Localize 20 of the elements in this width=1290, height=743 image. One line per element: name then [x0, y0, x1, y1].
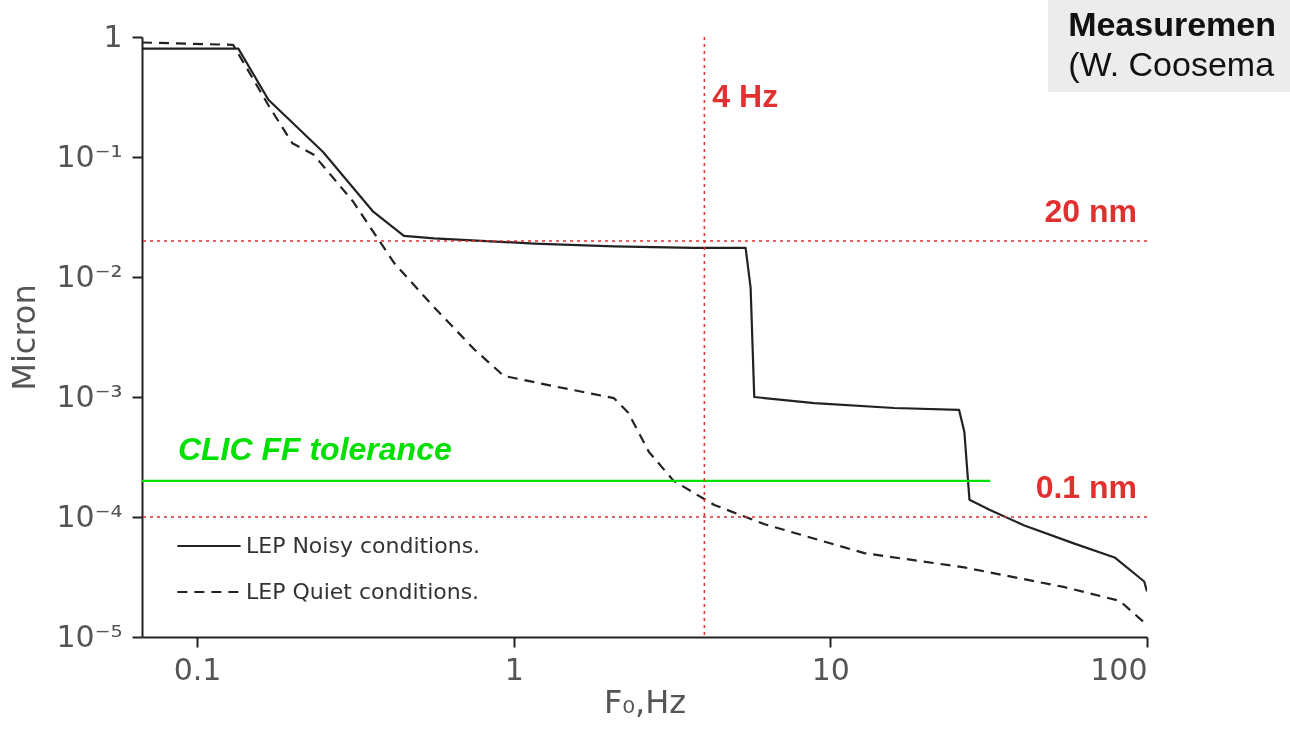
y-tick-label: 10⁻³	[56, 378, 123, 414]
x-tick-label: 100	[1090, 651, 1148, 687]
y-tick-label: 10⁻⁴	[56, 498, 123, 534]
legend-label: LEP Noisy conditions.	[246, 533, 481, 558]
annotation: CLIC FF tolerance	[177, 430, 452, 467]
x-axis-title: F₀,Hz	[603, 682, 687, 721]
annotation: Measuremen	[1068, 4, 1276, 44]
x-tick-label: 10	[811, 651, 850, 687]
y-tick-label: 10⁻¹	[56, 138, 123, 174]
x-tick-label: 1	[504, 651, 524, 687]
legend-label: LEP Quiet conditions.	[246, 579, 480, 604]
ref-line-label: 4 Hz	[712, 78, 779, 114]
y-tick-label: 1	[103, 18, 123, 54]
ref-line-label: 0.1 nm	[1035, 469, 1137, 505]
y-tick-label: 10⁻⁵	[56, 618, 123, 654]
y-axis-title: Micron	[5, 284, 44, 391]
y-tick-label: 10⁻²	[56, 258, 123, 294]
ref-line-label: 20 nm	[1044, 192, 1137, 229]
annotation: (W. Coosema	[1068, 44, 1276, 84]
x-tick-label: 0.1	[173, 651, 222, 687]
